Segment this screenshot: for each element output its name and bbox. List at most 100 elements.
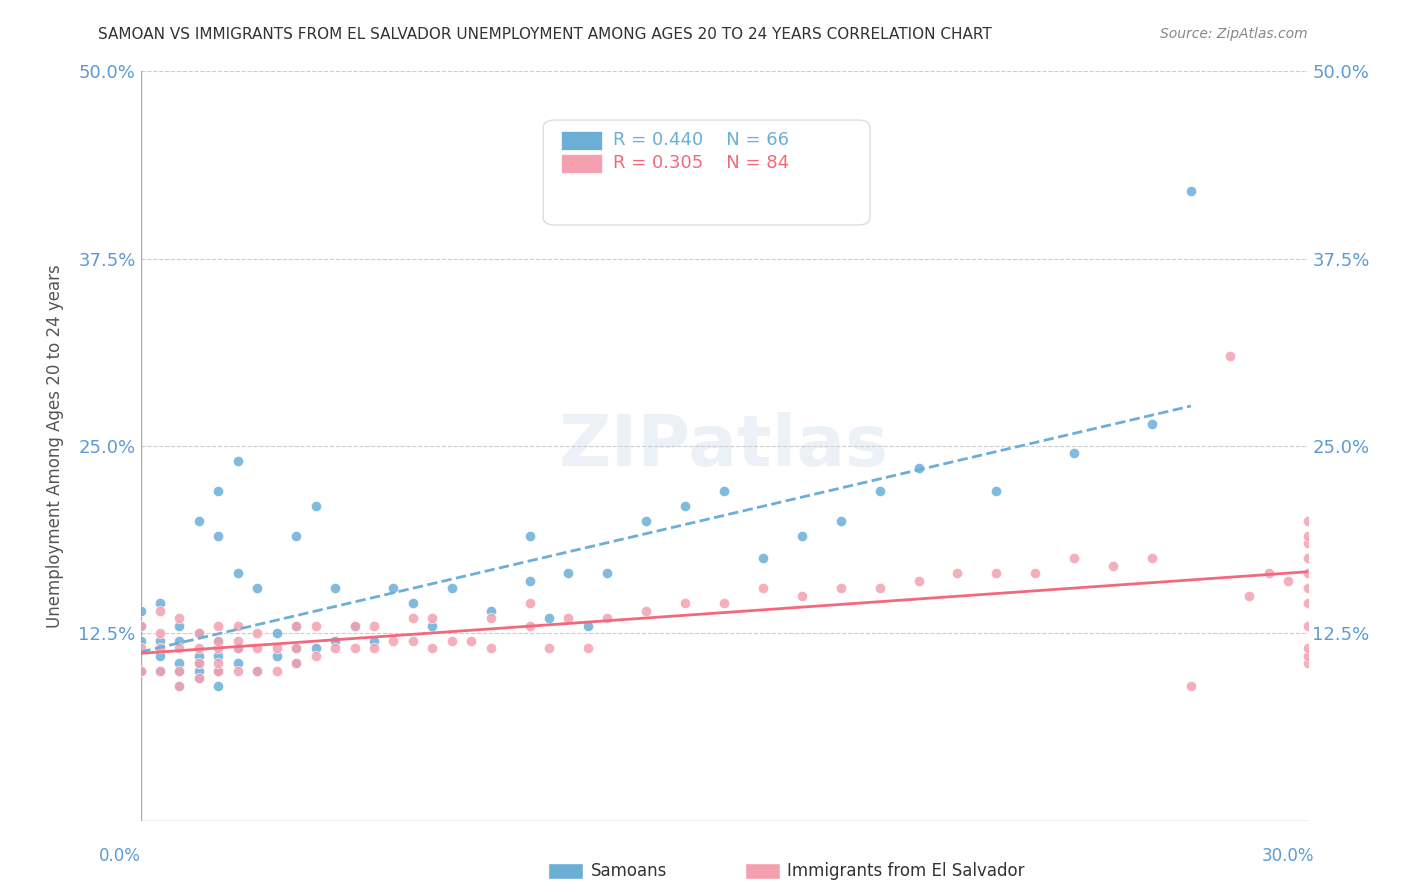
- Point: [266, 664, 288, 678]
- Point: [266, 648, 288, 663]
- Point: [440, 582, 463, 596]
- Y-axis label: Unemployment Among Ages 20 to 24 years: Unemployment Among Ages 20 to 24 years: [46, 264, 65, 628]
- Point: [169, 664, 191, 678]
- Point: [207, 664, 229, 678]
- Point: [246, 664, 269, 678]
- Text: 30.0%: 30.0%: [1263, 847, 1315, 865]
- Point: [129, 619, 152, 633]
- Point: [188, 648, 211, 663]
- Point: [169, 679, 191, 693]
- Point: [1239, 589, 1261, 603]
- Point: [422, 641, 444, 656]
- Point: [226, 633, 249, 648]
- Point: [1180, 184, 1202, 198]
- Text: 0.0%: 0.0%: [98, 847, 141, 865]
- Point: [188, 664, 211, 678]
- Point: [149, 648, 172, 663]
- Point: [207, 664, 229, 678]
- Point: [226, 454, 249, 468]
- Point: [363, 641, 385, 656]
- Point: [673, 499, 696, 513]
- Point: [188, 671, 211, 685]
- Point: [422, 611, 444, 625]
- Point: [129, 641, 152, 656]
- Point: [305, 619, 328, 633]
- Point: [363, 619, 385, 633]
- Bar: [561, 153, 602, 172]
- Point: [596, 611, 619, 625]
- Point: [129, 633, 152, 648]
- Point: [343, 619, 366, 633]
- Point: [207, 529, 229, 543]
- Text: Samoans: Samoans: [591, 862, 666, 880]
- Point: [1296, 566, 1319, 581]
- Point: [1296, 551, 1319, 566]
- Point: [169, 679, 191, 693]
- Point: [226, 657, 249, 671]
- Point: [382, 633, 405, 648]
- Point: [986, 483, 1008, 498]
- Point: [188, 671, 211, 685]
- Point: [129, 604, 152, 618]
- Point: [460, 633, 482, 648]
- Point: [557, 566, 579, 581]
- Point: [207, 657, 229, 671]
- Point: [188, 514, 211, 528]
- Point: [790, 529, 813, 543]
- Point: [246, 641, 269, 656]
- Point: [169, 633, 191, 648]
- Point: [129, 664, 152, 678]
- Point: [266, 626, 288, 640]
- Point: [188, 657, 211, 671]
- Point: [149, 626, 172, 640]
- Point: [1180, 679, 1202, 693]
- Point: [129, 664, 152, 678]
- Point: [636, 514, 658, 528]
- Point: [752, 551, 775, 566]
- Point: [1296, 648, 1319, 663]
- Text: R = 0.305    N = 84: R = 0.305 N = 84: [613, 153, 789, 172]
- Bar: [561, 131, 602, 150]
- Point: [246, 664, 269, 678]
- Point: [1296, 529, 1319, 543]
- Point: [1219, 349, 1241, 363]
- Point: [188, 641, 211, 656]
- Point: [869, 582, 891, 596]
- Point: [149, 641, 172, 656]
- Point: [1140, 417, 1163, 431]
- Point: [1140, 551, 1163, 566]
- Point: [169, 611, 191, 625]
- Point: [1296, 582, 1319, 596]
- Point: [1296, 641, 1319, 656]
- Point: [519, 619, 541, 633]
- Point: [169, 664, 191, 678]
- Point: [752, 582, 775, 596]
- Point: [285, 619, 308, 633]
- Point: [305, 648, 328, 663]
- Point: [402, 596, 425, 610]
- Point: [207, 483, 229, 498]
- Point: [207, 648, 229, 663]
- Point: [1296, 596, 1319, 610]
- Point: [422, 619, 444, 633]
- Point: [1296, 536, 1319, 550]
- Point: [285, 657, 308, 671]
- Point: [305, 499, 328, 513]
- Point: [519, 529, 541, 543]
- Point: [479, 641, 502, 656]
- Point: [207, 679, 229, 693]
- Point: [285, 529, 308, 543]
- Point: [266, 641, 288, 656]
- Point: [713, 483, 735, 498]
- Point: [285, 641, 308, 656]
- Point: [907, 574, 929, 588]
- Point: [538, 611, 561, 625]
- Point: [1296, 657, 1319, 671]
- Text: Immigrants from El Salvador: Immigrants from El Salvador: [787, 862, 1025, 880]
- Point: [169, 619, 191, 633]
- Point: [188, 626, 211, 640]
- Point: [305, 641, 328, 656]
- Point: [363, 633, 385, 648]
- Point: [1063, 446, 1085, 460]
- Point: [1063, 551, 1085, 566]
